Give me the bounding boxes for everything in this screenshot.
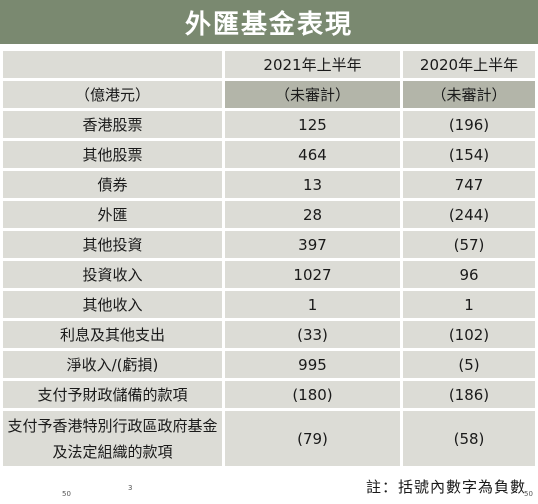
row-label: 其他股票 — [3, 141, 222, 168]
value-2020: (154) — [403, 141, 535, 168]
value-2021: 13 — [225, 171, 400, 198]
table-row: 其他收入 1 1 — [3, 291, 535, 318]
row-label: 其他收入 — [3, 291, 222, 318]
value-2020: (196) — [403, 111, 535, 138]
table-row: 支付予財政儲備的款項 (180) (186) — [3, 381, 535, 408]
value-2020: (102) — [403, 321, 535, 348]
table-row: 其他股票 464 (154) — [3, 141, 535, 168]
value-2021: 1 — [225, 291, 400, 318]
header-label-cell — [3, 51, 222, 78]
header-2021: 2021年上半年 — [225, 51, 400, 78]
unit-label: （億港元） — [3, 81, 222, 108]
table-wrap: 2021年上半年 2020年上半年 （億港元） （未審計） （未審計） 香港股票… — [0, 48, 538, 469]
table-row: 支付予香港特別行政區政府基金及法定組織的款項 (79) (58) — [3, 411, 535, 466]
row-label: 債券 — [3, 171, 222, 198]
value-2021: 28 — [225, 201, 400, 228]
table-header-row: 2021年上半年 2020年上半年 — [3, 51, 535, 78]
value-2021: 1027 — [225, 261, 400, 288]
table-row: 香港股票 125 (196) — [3, 111, 535, 138]
table-row: 利息及其他支出 (33) (102) — [3, 321, 535, 348]
table-row: 投資收入 1027 96 — [3, 261, 535, 288]
value-2020: 747 — [403, 171, 535, 198]
row-label: 支付予香港特別行政區政府基金及法定組織的款項 — [3, 411, 222, 466]
row-label: 香港股票 — [3, 111, 222, 138]
unaudited-2021: （未審計） — [225, 81, 400, 108]
scan-mark: 50 — [524, 490, 533, 498]
table-row: 淨收入/(虧損) 995 (5) — [3, 351, 535, 378]
title-bar: 外匯基金表現 — [0, 0, 538, 44]
value-2020: (186) — [403, 381, 535, 408]
header-2020: 2020年上半年 — [403, 51, 535, 78]
row-label: 外匯 — [3, 201, 222, 228]
value-2020: 1 — [403, 291, 535, 318]
table-row: 債券 13 747 — [3, 171, 535, 198]
value-2021: 397 — [225, 231, 400, 258]
value-2021: (79) — [225, 411, 400, 466]
scan-mark: 3 — [128, 484, 133, 492]
value-2020: (5) — [403, 351, 535, 378]
value-2020: (244) — [403, 201, 535, 228]
row-label: 支付予財政儲備的款項 — [3, 381, 222, 408]
fund-performance-table: 2021年上半年 2020年上半年 （億港元） （未審計） （未審計） 香港股票… — [0, 48, 538, 469]
scan-mark: 50 — [62, 490, 71, 498]
value-2020: (58) — [403, 411, 535, 466]
value-2020: (57) — [403, 231, 535, 258]
footnote: 註：括號內數字為負數 — [365, 478, 526, 496]
table-subheader-row: （億港元） （未審計） （未審計） — [3, 81, 535, 108]
row-label: 淨收入/(虧損) — [3, 351, 222, 378]
value-2021: 464 — [225, 141, 400, 168]
table-row: 其他投資 397 (57) — [3, 231, 535, 258]
row-label: 其他投資 — [3, 231, 222, 258]
value-2021: (33) — [225, 321, 400, 348]
value-2020: 96 — [403, 261, 535, 288]
value-2021: 995 — [225, 351, 400, 378]
row-label: 投資收入 — [3, 261, 222, 288]
table-row: 外匯 28 (244) — [3, 201, 535, 228]
value-2021: 125 — [225, 111, 400, 138]
page-title: 外匯基金表現 — [184, 9, 353, 40]
unaudited-2020: （未審計） — [403, 81, 535, 108]
value-2021: (180) — [225, 381, 400, 408]
row-label: 利息及其他支出 — [3, 321, 222, 348]
